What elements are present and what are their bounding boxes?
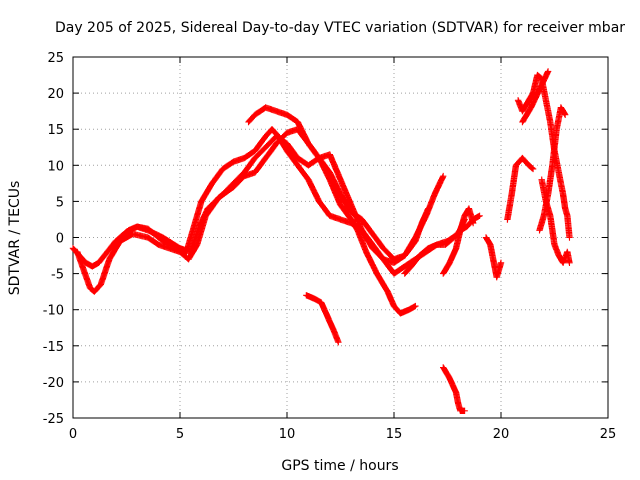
series-track-9 — [482, 234, 505, 281]
data-marker-track — [519, 68, 552, 126]
y-tick-label: 15 — [47, 123, 64, 138]
y-tick-label: -10 — [43, 304, 64, 319]
x-tick-labels: 0 5 10 15 20 25 — [69, 427, 616, 442]
y-tick-label: -15 — [43, 340, 64, 355]
data-marker-track — [125, 133, 447, 266]
data-marker-track — [504, 154, 537, 223]
series-track-6 — [440, 205, 477, 277]
data-series — [69, 68, 573, 414]
data-marker-track — [482, 234, 505, 281]
y-tick-label: -5 — [51, 268, 64, 283]
data-marker-track — [245, 104, 419, 317]
data-marker-track — [440, 205, 477, 277]
y-tick-label: -20 — [43, 376, 64, 391]
series-track-7 — [303, 292, 342, 346]
data-marker-track — [440, 364, 468, 414]
y-tick-label: 20 — [47, 87, 64, 102]
y-tick-label: 25 — [47, 51, 64, 66]
x-tick-label: 25 — [600, 427, 617, 442]
x-tick-label: 20 — [493, 427, 510, 442]
axis-ticks — [72, 56, 609, 419]
x-axis-label: GPS time / hours — [281, 458, 398, 474]
x-tick-label: 10 — [279, 427, 296, 442]
chart-title: Day 205 of 2025, Sidereal Day-to-day VTE… — [55, 20, 625, 36]
y-tick-label: -25 — [43, 412, 64, 427]
series-track-10 — [504, 154, 537, 223]
series-track-13 — [536, 104, 569, 234]
series-track-14 — [519, 68, 552, 126]
y-axis-label: SDTVAR / TECUs — [7, 181, 23, 296]
data-marker-track — [536, 104, 569, 234]
series-track-3 — [125, 133, 447, 266]
series-track-4 — [245, 104, 419, 317]
x-tick-label: 0 — [69, 427, 77, 442]
data-marker-track — [303, 292, 342, 346]
y-tick-label: 10 — [47, 159, 64, 174]
series-track-8 — [440, 364, 468, 414]
y-tick-labels: -25 -20 -15 -10 -5 0 5 10 15 20 25 — [43, 51, 64, 427]
x-tick-label: 5 — [176, 427, 184, 442]
y-tick-label: 0 — [56, 232, 64, 247]
y-tick-label: 5 — [56, 195, 64, 210]
x-tick-label: 15 — [386, 427, 403, 442]
